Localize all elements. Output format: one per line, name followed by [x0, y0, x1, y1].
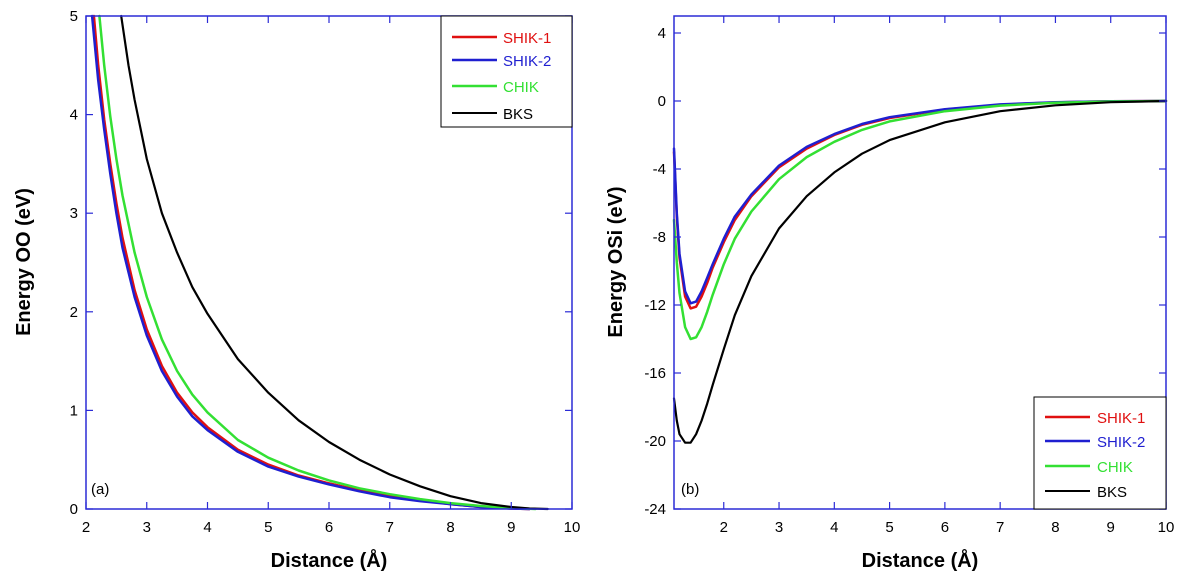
- panel-b-xtick-label: 9: [1107, 519, 1115, 536]
- panel-a-series-bks: [120, 14, 549, 511]
- panel-a-xtick-label: 4: [203, 519, 211, 536]
- panel-a-xlabel: Distance (Å): [271, 548, 388, 572]
- panel-a-xtick-label: 3: [143, 519, 151, 536]
- panel-b-ytick-label: -24: [644, 501, 666, 518]
- panel-b-ytick-label: 4: [658, 25, 666, 42]
- legend-a-label-bks: BKS: [503, 106, 533, 123]
- panel-b-series-shik-1: [672, 99, 1168, 310]
- panel-b-xtick-label: 2: [720, 519, 728, 536]
- panel-a-legend-box: [440, 15, 573, 128]
- legend-b-label-shik1: SHIK-1: [1097, 410, 1145, 427]
- panel-a-ytick-label: 1: [70, 402, 78, 419]
- panel-a-xtick-label: 7: [386, 519, 394, 536]
- panel-b-xtick-label: 6: [941, 519, 949, 536]
- panel-a: 2 3 4 5 6 7 8 9 10 0 1 2 3 4 5 (a) Distance (Å) Energy…: [13, 8, 580, 572]
- panel-a-curves: [90, 14, 549, 511]
- legend-a-label-chik: CHIK: [503, 79, 539, 96]
- panel-a-ytick-label: 2: [70, 304, 78, 321]
- panel-b-ytick-label: -16: [644, 365, 666, 382]
- panel-b-ytick-label: -20: [644, 433, 666, 450]
- panel-b-xlabel: Distance (Å): [862, 548, 979, 572]
- panel-a-ytick-label: 4: [70, 107, 78, 124]
- legend-a-label-shik2: SHIK-2: [503, 53, 551, 70]
- panel-b-curves: [672, 99, 1168, 444]
- panel-a-xtick-label: 6: [325, 519, 333, 536]
- legend-b-label-chik: CHIK: [1097, 459, 1133, 476]
- panel-a-ylabel: Energy OO (eV): [13, 188, 35, 336]
- legend-b-label-bks: BKS: [1097, 484, 1127, 501]
- panel-b-ticks: 2 3 4 5 6 7 8 9 10 4 0 -4 -8 -12 -16 -20 -24: [644, 16, 1174, 536]
- panel-b-ytick-label: -8: [653, 229, 666, 246]
- panel-b-series-chik: [672, 99, 1168, 341]
- panel-b-xtick-label: 4: [830, 519, 838, 536]
- panel-a-series-chik: [98, 14, 537, 511]
- panel-a-ytick-label: 3: [70, 205, 78, 222]
- panel-a-xtick-label: 5: [264, 519, 272, 536]
- panel-b-series-shik-2: [672, 99, 1168, 305]
- panel-b-xtick-label: 5: [885, 519, 893, 536]
- panel-b-ytick-label: 0: [658, 93, 666, 110]
- panel-a-label: (a): [91, 481, 109, 498]
- panel-b-frame: [673, 15, 1167, 510]
- panel-a-xtick-label: 10: [564, 519, 581, 536]
- panel-b-legend: SHIK-1 SHIK-2 CHIK BKS: [1033, 396, 1167, 510]
- panel-b-series-bks: [672, 99, 1168, 444]
- panel-a-xtick-label: 2: [82, 519, 90, 536]
- panel-b-xtick-label: 3: [775, 519, 783, 536]
- panel-b: 2 3 4 5 6 7 8 9 10 4 0 -4 -8 -12 -16 -20 -24 (b) Distanc…: [605, 15, 1174, 572]
- panel-a-ytick-label: 0: [70, 501, 78, 518]
- panel-a-legend: SHIK-1 SHIK-2 CHIK BKS: [440, 15, 573, 128]
- panel-b-xtick-label: 7: [996, 519, 1004, 536]
- panel-b-ytick-label: -4: [653, 161, 666, 178]
- legend-a-label-shik1: SHIK-1: [503, 30, 551, 47]
- panel-b-label: (b): [681, 481, 699, 498]
- panel-b-ytick-label: -12: [644, 297, 666, 314]
- legend-b-label-shik2: SHIK-2: [1097, 434, 1145, 451]
- panel-b-xtick-label: 10: [1158, 519, 1175, 536]
- panel-a-ytick-label: 5: [70, 8, 78, 25]
- panel-a-xtick-label: 9: [507, 519, 515, 536]
- panel-a-xtick-label: 8: [446, 519, 454, 536]
- panel-a-series-shik-2: [90, 14, 531, 511]
- panel-b-ylabel: Energy OSi (eV): [605, 186, 627, 337]
- panel-b-xtick-label: 8: [1051, 519, 1059, 536]
